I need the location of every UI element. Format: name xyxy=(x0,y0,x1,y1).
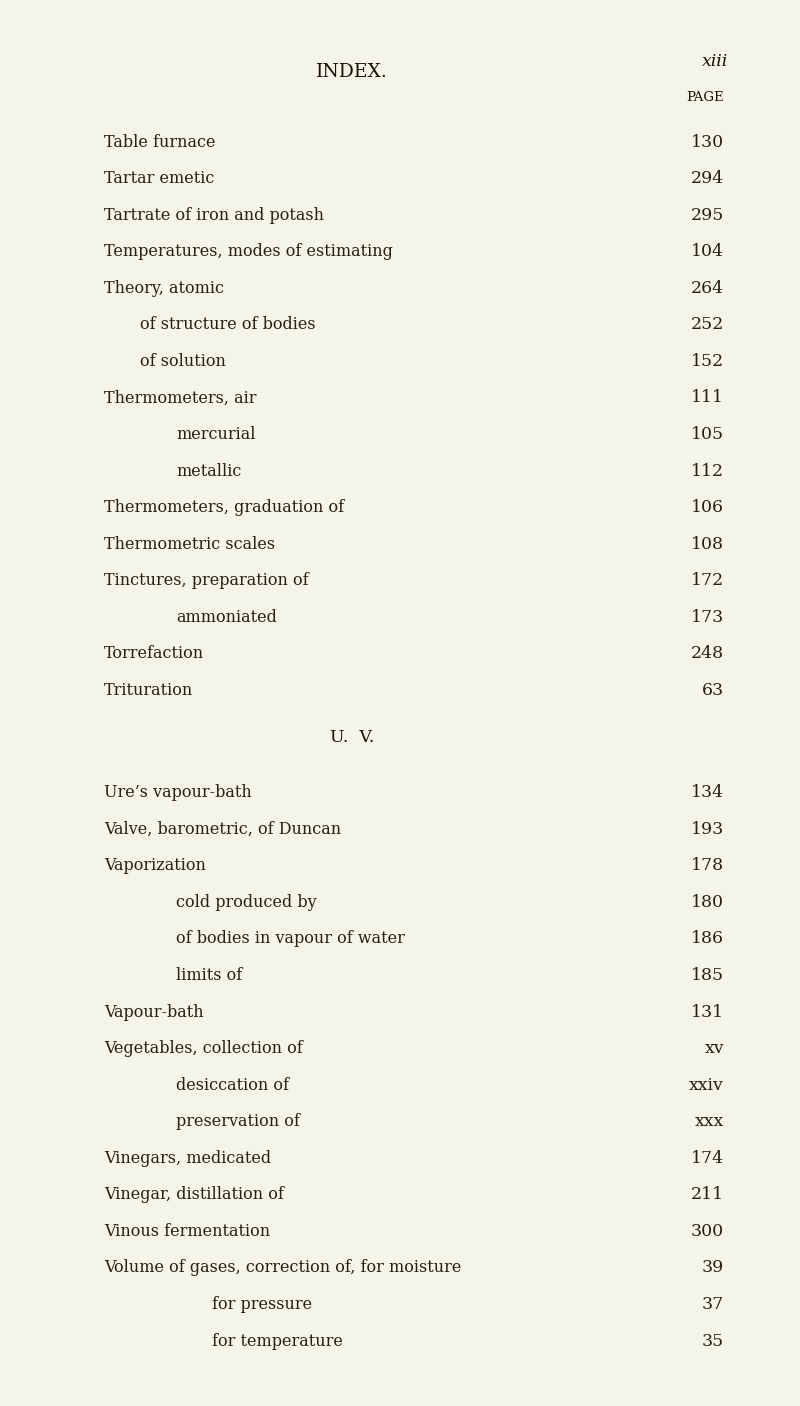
Text: 252: 252 xyxy=(690,316,724,333)
Text: Tinctures, preparation of: Tinctures, preparation of xyxy=(104,572,309,589)
Text: Thermometric scales: Thermometric scales xyxy=(104,536,275,553)
Text: Thermometers, air: Thermometers, air xyxy=(104,389,257,406)
Text: 264: 264 xyxy=(691,280,724,297)
Text: Valve, barometric, of Duncan: Valve, barometric, of Duncan xyxy=(104,821,341,838)
Text: 112: 112 xyxy=(691,463,724,479)
Text: Ure’s vapour-bath: Ure’s vapour-bath xyxy=(104,785,252,801)
Text: 35: 35 xyxy=(702,1333,724,1350)
Text: 152: 152 xyxy=(690,353,724,370)
Text: Vinegar, distillation of: Vinegar, distillation of xyxy=(104,1187,284,1204)
Text: of solution: of solution xyxy=(140,353,226,370)
Text: Vapour-bath: Vapour-bath xyxy=(104,1004,204,1021)
Text: Temperatures, modes of estimating: Temperatures, modes of estimating xyxy=(104,243,393,260)
Text: 130: 130 xyxy=(691,134,724,150)
Text: 295: 295 xyxy=(690,207,724,224)
Text: 108: 108 xyxy=(691,536,724,553)
Text: 172: 172 xyxy=(690,572,724,589)
Text: xv: xv xyxy=(704,1040,724,1057)
Text: 104: 104 xyxy=(691,243,724,260)
Text: Vaporization: Vaporization xyxy=(104,858,206,875)
Text: of bodies in vapour of water: of bodies in vapour of water xyxy=(176,931,405,948)
Text: PAGE: PAGE xyxy=(686,91,724,104)
Text: Theory, atomic: Theory, atomic xyxy=(104,280,224,297)
Text: xiii: xiii xyxy=(702,53,728,70)
Text: 185: 185 xyxy=(691,967,724,984)
Text: xxx: xxx xyxy=(694,1114,724,1130)
Text: 37: 37 xyxy=(702,1296,724,1313)
Text: 180: 180 xyxy=(691,894,724,911)
Text: U.  V.: U. V. xyxy=(330,730,374,747)
Text: of structure of bodies: of structure of bodies xyxy=(140,316,316,333)
Text: INDEX.: INDEX. xyxy=(316,63,388,82)
Text: xxiv: xxiv xyxy=(689,1077,724,1094)
Text: ammoniated: ammoniated xyxy=(176,609,277,626)
Text: for temperature: for temperature xyxy=(212,1333,343,1350)
Text: Trituration: Trituration xyxy=(104,682,194,699)
Text: 174: 174 xyxy=(691,1150,724,1167)
Text: preservation of: preservation of xyxy=(176,1114,300,1130)
Text: 300: 300 xyxy=(691,1223,724,1240)
Text: Tartrate of iron and potash: Tartrate of iron and potash xyxy=(104,207,324,224)
Text: Tartar emetic: Tartar emetic xyxy=(104,170,214,187)
Text: Volume of gases, correction of, for moisture: Volume of gases, correction of, for mois… xyxy=(104,1260,462,1277)
Text: 105: 105 xyxy=(691,426,724,443)
Text: 211: 211 xyxy=(691,1187,724,1204)
Text: Table furnace: Table furnace xyxy=(104,134,215,150)
Text: 39: 39 xyxy=(702,1260,724,1277)
Text: Vegetables, collection of: Vegetables, collection of xyxy=(104,1040,302,1057)
Text: 106: 106 xyxy=(691,499,724,516)
Text: 193: 193 xyxy=(690,821,724,838)
Text: 111: 111 xyxy=(691,389,724,406)
Text: 178: 178 xyxy=(691,858,724,875)
Text: for pressure: for pressure xyxy=(212,1296,312,1313)
Text: mercurial: mercurial xyxy=(176,426,255,443)
Text: 173: 173 xyxy=(690,609,724,626)
Text: 63: 63 xyxy=(702,682,724,699)
Text: Thermometers, graduation of: Thermometers, graduation of xyxy=(104,499,344,516)
Text: 294: 294 xyxy=(690,170,724,187)
Text: Torrefaction: Torrefaction xyxy=(104,645,204,662)
Text: 131: 131 xyxy=(691,1004,724,1021)
Text: 248: 248 xyxy=(691,645,724,662)
Text: cold produced by: cold produced by xyxy=(176,894,317,911)
Text: 134: 134 xyxy=(691,785,724,801)
Text: limits of: limits of xyxy=(176,967,242,984)
Text: 186: 186 xyxy=(691,931,724,948)
Text: Vinous fermentation: Vinous fermentation xyxy=(104,1223,270,1240)
Text: Vinegars, medicated: Vinegars, medicated xyxy=(104,1150,271,1167)
Text: metallic: metallic xyxy=(176,463,242,479)
Text: desiccation of: desiccation of xyxy=(176,1077,289,1094)
